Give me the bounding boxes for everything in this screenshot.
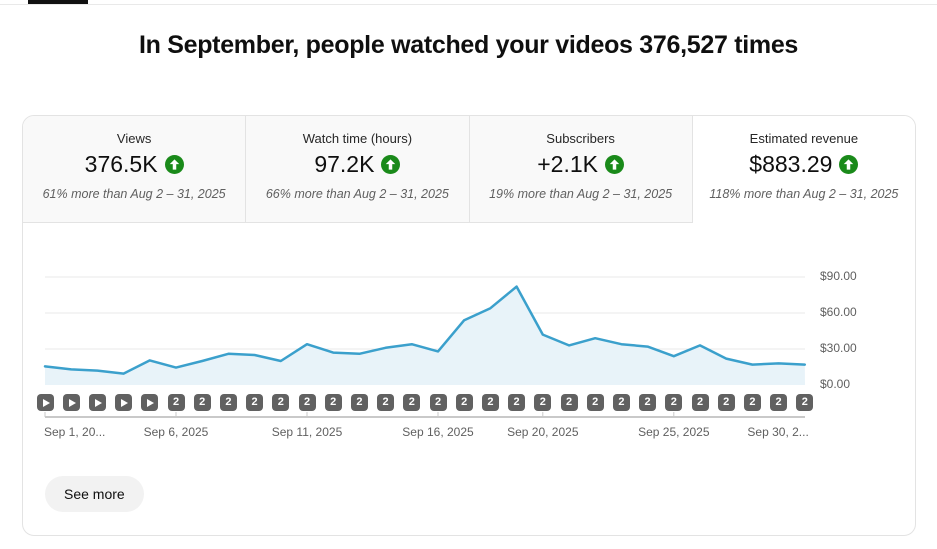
video-published-marker-count[interactable]: 2 [403,394,421,411]
video-published-marker-count[interactable]: 2 [429,394,447,411]
metric-card-views[interactable]: Views 376.5K 61% more than Aug 2 – 31, 2… [23,116,246,223]
metric-label: Subscribers [546,131,615,146]
video-published-marker-count[interactable]: 2 [167,394,185,411]
video-published-marker-count[interactable]: 2 [770,394,788,411]
metric-label: Watch time (hours) [302,131,413,146]
play-icon [121,398,129,407]
video-published-marker-count[interactable]: 2 [481,394,499,411]
video-published-marker-count[interactable]: 2 [193,394,211,411]
metric-label: Estimated revenue [749,131,859,146]
video-published-marker-count[interactable]: 2 [743,394,761,411]
video-published-marker-count[interactable]: 2 [717,394,735,411]
video-published-marker-play[interactable] [62,394,80,411]
headline: In September, people watched your videos… [138,31,799,59]
video-published-marker-play[interactable] [36,394,54,411]
video-published-marker-count[interactable]: 2 [377,394,395,411]
metric-comparison: 118% more than Aug 2 – 31, 2025 [709,187,899,201]
video-published-marker-count[interactable]: 2 [796,394,814,411]
metric-comparison: 66% more than Aug 2 – 31, 2025 [265,187,449,201]
metric-value: +2.1K [537,151,598,177]
metric-card-subscribers[interactable]: Subscribers +2.1K 19% more than Aug 2 – … [468,116,692,223]
metric-label: Views [116,131,152,146]
play-icon [68,398,76,407]
metric-tabs: Views 376.5K 61% more than Aug 2 – 31, 2… [23,116,915,223]
metric-card-estimated-revenue[interactable]: Estimated revenue $883.29 118% more than… [691,116,915,223]
video-published-marker-count[interactable]: 2 [612,394,630,411]
trend-up-icon [381,155,401,174]
video-published-marker-count[interactable]: 2 [219,394,237,411]
play-icon [94,398,102,407]
play-icon [42,398,50,407]
top-tab-indicator [28,0,88,4]
trend-up-icon [164,155,184,174]
video-published-marker-count[interactable]: 2 [534,394,552,411]
metric-value: 376.5K [84,151,158,177]
play-icon [147,398,155,407]
metric-comparison: 19% more than Aug 2 – 31, 2025 [489,187,673,201]
header-divider [0,4,937,5]
analytics-card: Views 376.5K 61% more than Aug 2 – 31, 2… [22,115,916,536]
video-published-marker-count[interactable]: 2 [691,394,709,411]
video-published-marker-play[interactable] [88,394,106,411]
metric-value: 97.2K [314,151,375,177]
video-published-marker-count[interactable]: 2 [272,394,290,411]
video-published-marker-count[interactable]: 2 [639,394,657,411]
see-more-button[interactable]: See more [45,476,144,512]
metric-card-watch-time[interactable]: Watch time (hours) 97.2K 66% more than A… [245,116,469,223]
trend-up-icon [839,155,859,174]
video-published-marker-count[interactable]: 2 [246,394,264,411]
video-published-marker-count[interactable]: 2 [665,394,683,411]
video-published-marker-count[interactable]: 2 [324,394,342,411]
video-published-marker-count[interactable]: 2 [350,394,368,411]
video-published-marker-count[interactable]: 2 [455,394,473,411]
video-published-marker-count[interactable]: 2 [560,394,578,411]
video-published-marker-play[interactable] [141,394,159,411]
video-published-marker-count[interactable]: 2 [586,394,604,411]
metric-value: $883.29 [749,151,833,177]
video-published-marker-count[interactable]: 2 [298,394,316,411]
trend-up-icon [605,155,624,174]
metric-comparison: 61% more than Aug 2 – 31, 2025 [42,187,226,201]
video-published-marker-count[interactable]: 2 [508,394,526,411]
video-published-marker-play[interactable] [115,394,133,411]
